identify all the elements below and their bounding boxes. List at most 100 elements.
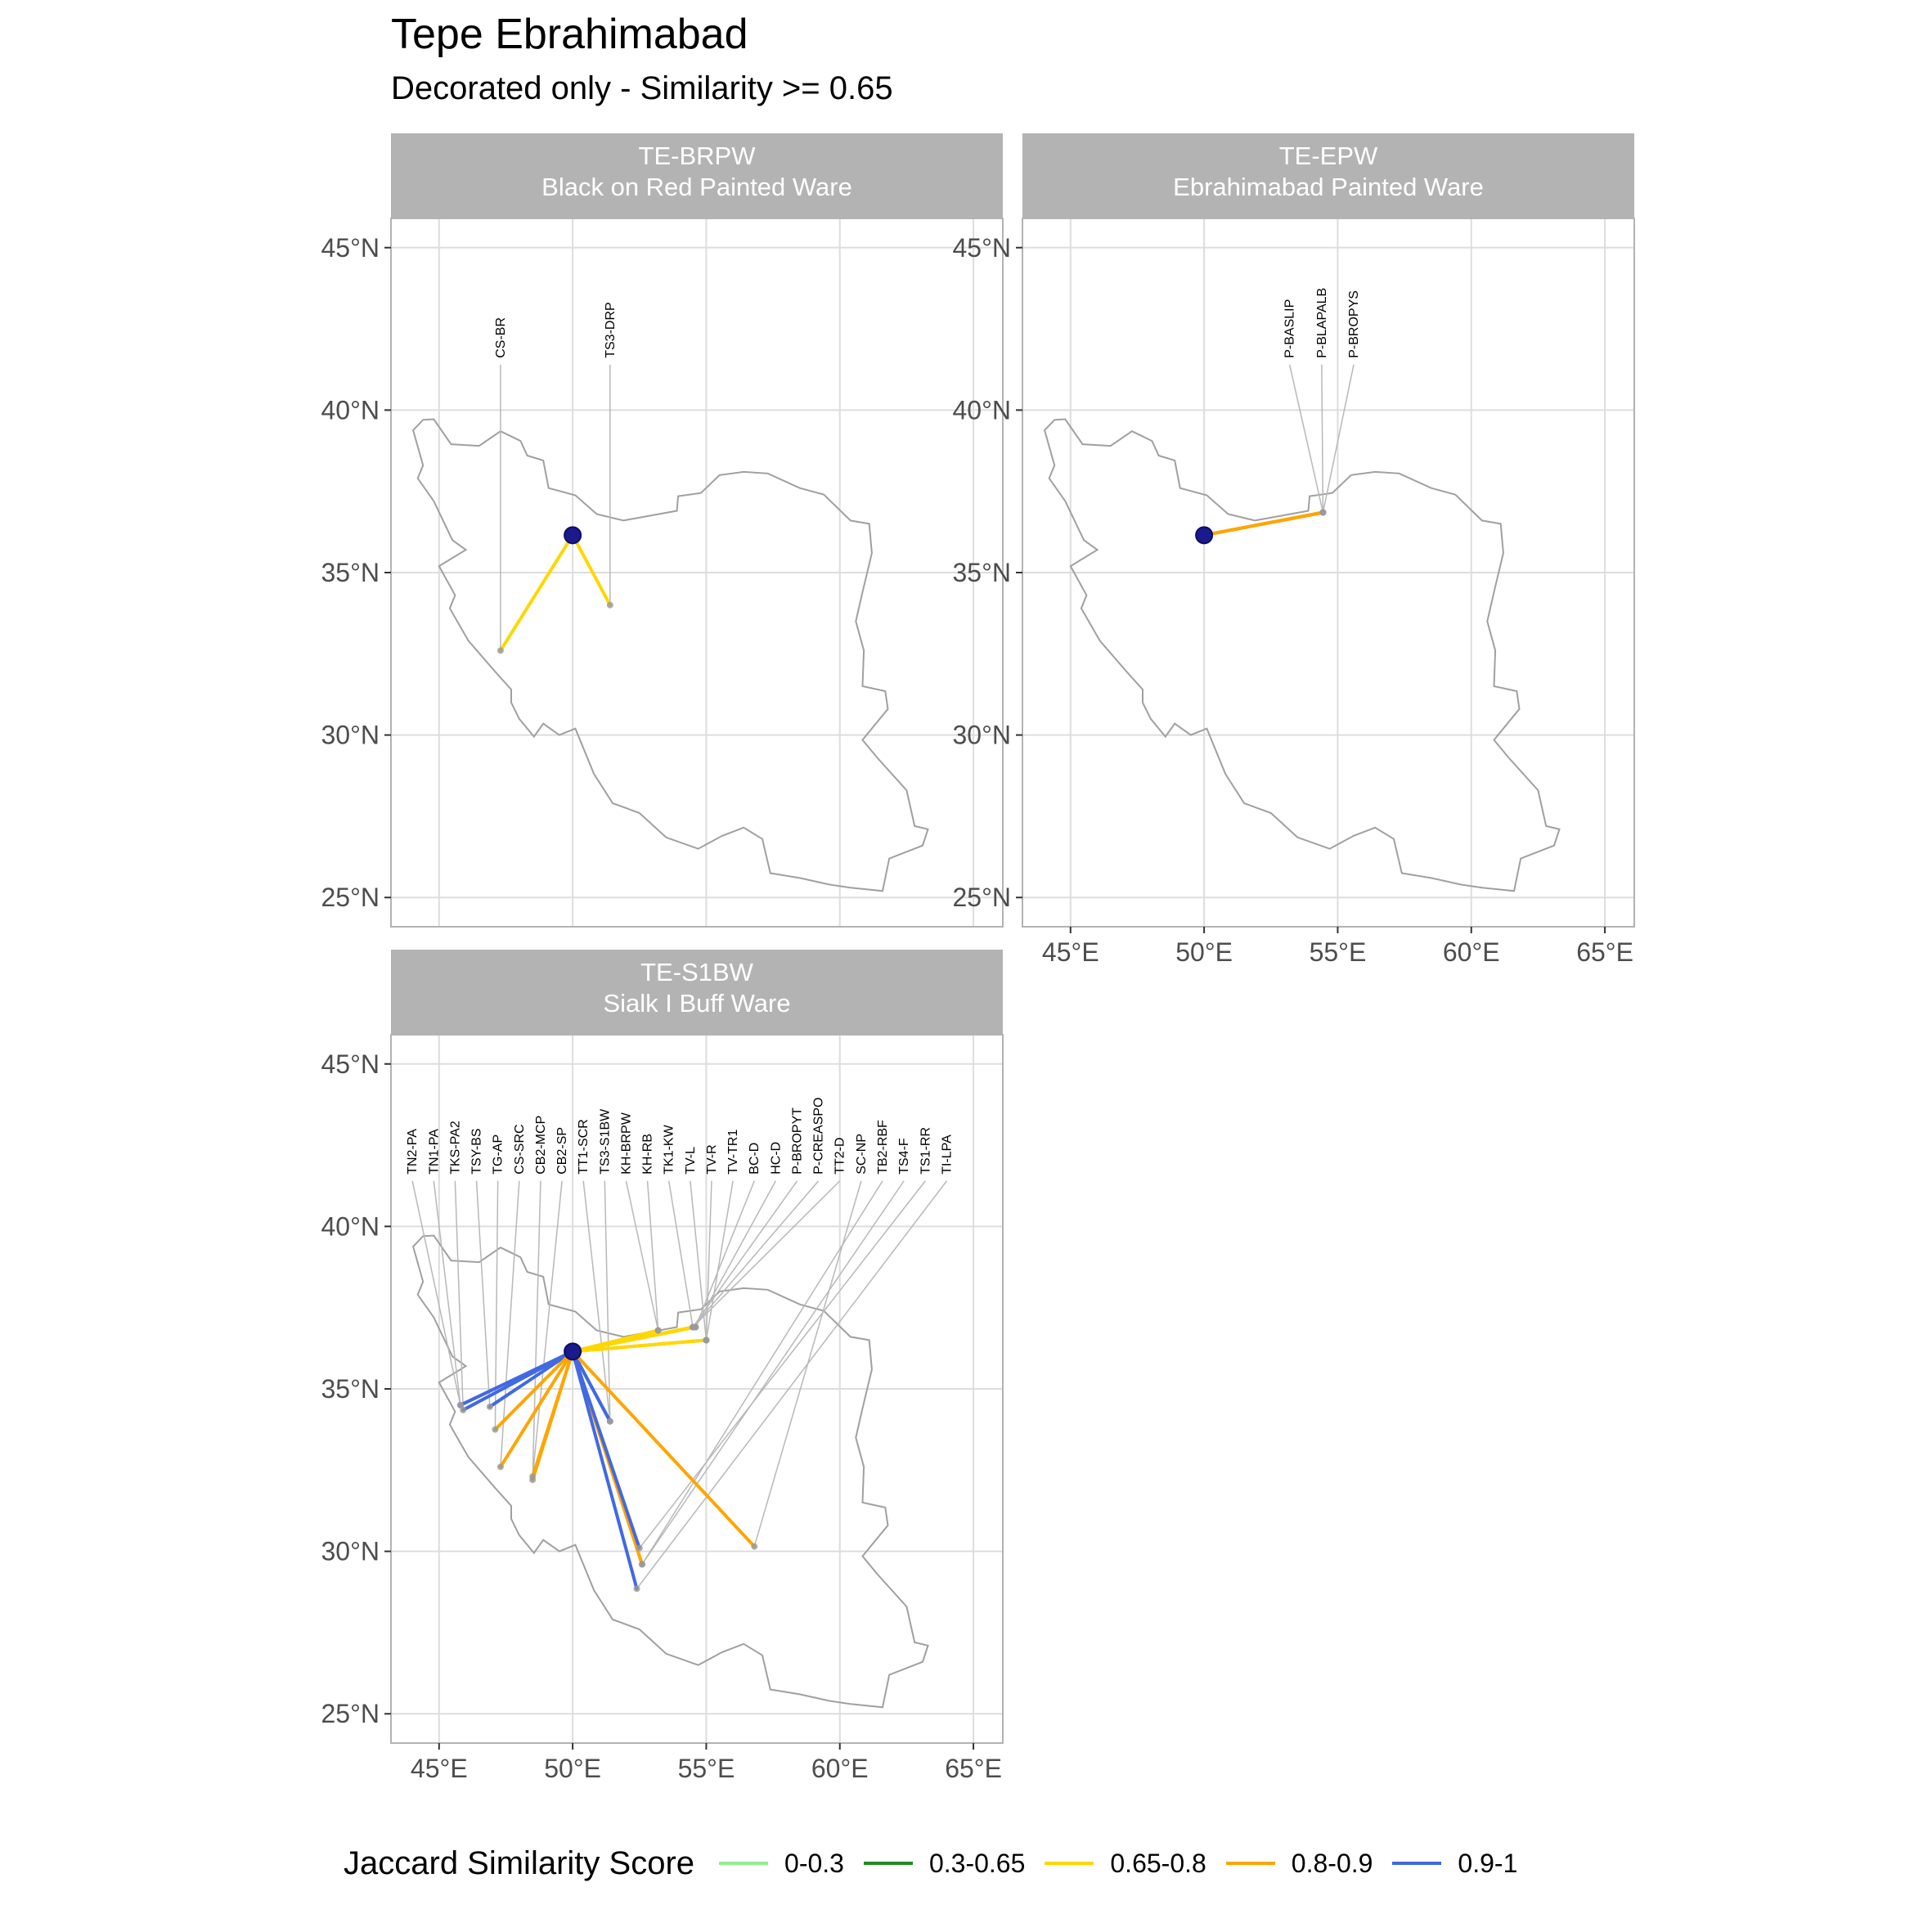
- facet-strip-label: Ebrahimabad Painted Ware: [1173, 173, 1484, 201]
- x-tick-label: 65°E: [1576, 937, 1633, 967]
- label-leader-line: [1322, 364, 1355, 513]
- legend-label: 0.65-0.8: [1110, 1848, 1206, 1878]
- site-label: TT1-SCR: [577, 1119, 591, 1175]
- legend-item: 0.8-0.9: [1225, 1848, 1373, 1879]
- site-label: P-BROPYS: [1347, 290, 1361, 358]
- y-tick-label: 25°N: [321, 1699, 380, 1728]
- site-point: [496, 1463, 504, 1471]
- similarity-line: [493, 1350, 575, 1431]
- similarity-line: [531, 1350, 575, 1479]
- similarity-line: [571, 1325, 695, 1354]
- country-outline: [411, 1234, 929, 1709]
- site-label: TG-AP: [492, 1134, 505, 1175]
- site-point: [492, 1426, 499, 1433]
- similarity-line: [571, 1350, 639, 1591]
- site-point: [703, 1337, 710, 1344]
- site-point: [1319, 509, 1327, 516]
- site-point: [496, 647, 504, 654]
- x-tick-label: 55°E: [678, 1754, 735, 1783]
- site-label: KH-BRPW: [619, 1112, 633, 1174]
- y-tick-label: 35°N: [321, 1374, 380, 1404]
- site-label: TN1-PA: [427, 1129, 441, 1175]
- x-tick-label: 65°E: [945, 1754, 1002, 1783]
- origin-point: [564, 1342, 582, 1361]
- country-outline: [411, 418, 929, 892]
- label-leader-line: [411, 1180, 461, 1406]
- legend-label: 0.8-0.9: [1291, 1848, 1373, 1878]
- y-tick-label: 25°N: [321, 883, 380, 912]
- legend-label: 0.3-0.65: [928, 1848, 1026, 1878]
- y-tick-label: 45°N: [321, 1049, 380, 1079]
- site-point: [606, 601, 613, 609]
- legend-label: 0.9-1: [1458, 1848, 1518, 1878]
- origin-point: [564, 526, 582, 545]
- similarity-line: [571, 1350, 612, 1423]
- label-leader-line: [532, 1180, 563, 1477]
- label-leader-line: [692, 1180, 798, 1328]
- label-leader-line: [694, 1180, 755, 1328]
- y-tick-label: 30°N: [321, 1537, 380, 1566]
- label-leader-line: [692, 1180, 841, 1328]
- site-label: P-BLAPALB: [1315, 288, 1329, 358]
- site-label: BC-D: [748, 1143, 762, 1175]
- site-point: [529, 1473, 537, 1480]
- x-tick-label: 50°E: [544, 1754, 601, 1783]
- site-label: TI-LPA: [940, 1134, 954, 1175]
- x-tick-label: 45°E: [1042, 937, 1099, 967]
- site-label: TV-R: [705, 1144, 719, 1174]
- label-leader-line: [641, 1180, 905, 1565]
- label-leader-line: [692, 1180, 820, 1328]
- facet-strip-label: Black on Red Painted Ware: [541, 173, 852, 201]
- facet-strip-label: Sialk I Buff Ware: [603, 989, 790, 1018]
- site-point: [654, 1327, 662, 1334]
- facet-strip: [391, 950, 1003, 1035]
- y-tick-label: 40°N: [321, 395, 380, 425]
- legend-title: Jaccard Similarity Score: [344, 1844, 695, 1881]
- site-point: [639, 1561, 646, 1568]
- label-leader-line: [1288, 364, 1324, 513]
- facet-strip-label: TE-BRPW: [639, 142, 757, 170]
- facet-panel: TE-BRPW Black on Red Painted Ware 25°N 30°N…: [321, 133, 1004, 928]
- label-leader-line: [667, 1180, 694, 1328]
- label-leader-line: [646, 1180, 659, 1331]
- legend: Jaccard Similarity Score 0-0.3 0.3-0.65 …: [344, 1839, 1537, 1888]
- site-point: [456, 1401, 464, 1409]
- site-label: TS3-DRP: [604, 302, 618, 357]
- label-leader-line: [604, 1180, 611, 1422]
- site-label: TKS-PA2: [448, 1121, 462, 1175]
- site-label: TSY-BS: [470, 1128, 484, 1174]
- x-tick-label: 55°E: [1310, 937, 1367, 967]
- label-leader-line: [475, 1180, 491, 1407]
- chart-subtitle: Decorated only - Similarity >= 0.65: [391, 70, 893, 106]
- similarity-line: [571, 1338, 708, 1354]
- facet-strip-label: TE-EPW: [1279, 142, 1378, 170]
- legend-item: 0.65-0.8: [1045, 1849, 1206, 1879]
- label-leader-line: [694, 1180, 777, 1328]
- y-tick-label: 35°N: [953, 558, 1012, 587]
- y-tick-label: 45°N: [953, 233, 1012, 263]
- label-leader-line: [705, 1180, 734, 1341]
- label-leader-line: [625, 1180, 659, 1331]
- y-tick-label: 35°N: [321, 558, 380, 587]
- site-label: KH-RB: [641, 1134, 655, 1175]
- facet-strip: [1022, 133, 1634, 218]
- label-leader-line: [532, 1180, 541, 1480]
- site-label: SC-NP: [855, 1134, 869, 1175]
- site-label: P-BROPYT: [790, 1108, 804, 1175]
- label-leader-line: [454, 1180, 464, 1410]
- x-tick-label: 50°E: [1175, 937, 1233, 967]
- facet-strip-label: TE-S1BW: [640, 958, 754, 986]
- site-label: CB2-MCP: [534, 1116, 548, 1175]
- legend-swatch: [719, 1862, 769, 1865]
- site-point: [486, 1403, 493, 1410]
- facet-panel: TE-EPW Ebrahimabad Painted Ware 25°N 30°N 35…: [953, 133, 1635, 967]
- label-leader-line: [1321, 364, 1324, 513]
- country-outline: [1043, 418, 1561, 892]
- similarity-line: [571, 533, 612, 607]
- legend-swatch: [1392, 1862, 1442, 1865]
- origin-point: [1195, 526, 1214, 545]
- site-point: [633, 1585, 640, 1593]
- similarity-line: [571, 1350, 757, 1548]
- legend-swatch: [863, 1862, 913, 1865]
